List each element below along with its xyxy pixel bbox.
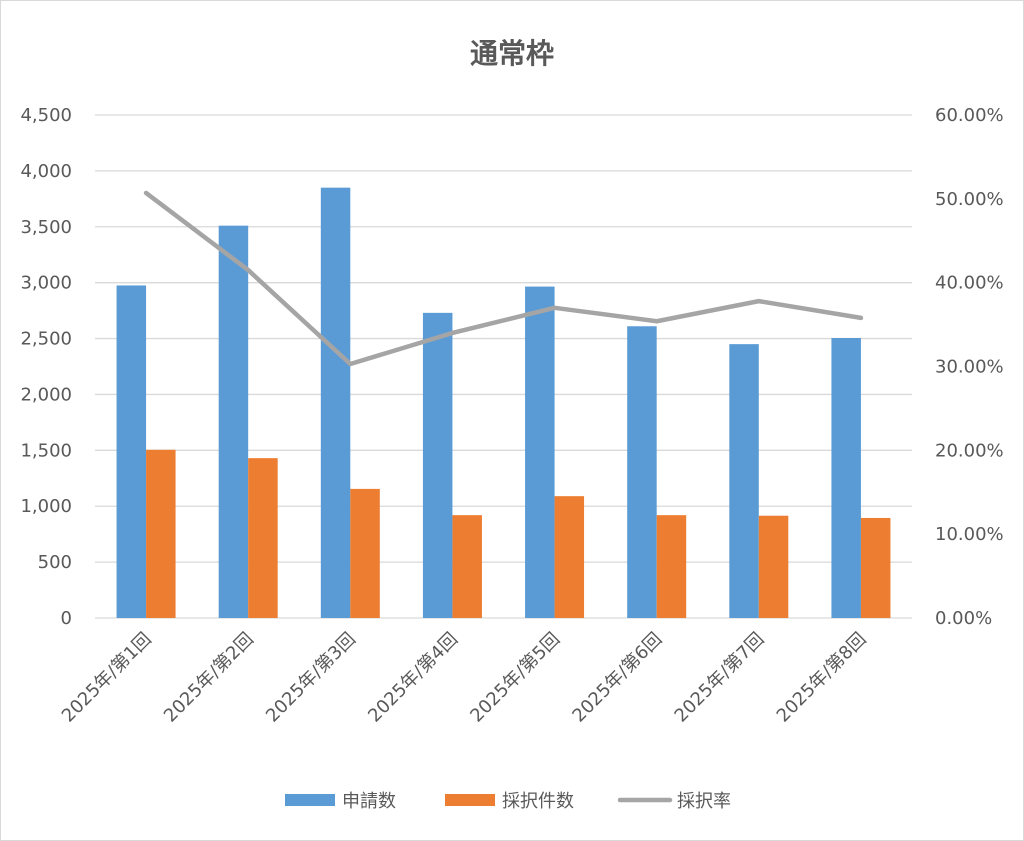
applications-bar [422, 312, 453, 618]
applications-bar [218, 225, 249, 618]
applications-bar [729, 344, 759, 618]
adoptions-bar [656, 515, 687, 618]
y-right-tick-label: 40.00% [935, 273, 1004, 294]
applications-bar [831, 337, 861, 618]
legend: 申請数 採択件数 採択率 [285, 791, 731, 812]
y-left-tick-label: 1,500 [20, 440, 72, 461]
y-right-tick-label: 10.00% [935, 524, 1004, 545]
legend-label-adoptions: 採択件数 [502, 791, 574, 812]
y-right-tick-label: 50.00% [935, 189, 1004, 210]
y-left-axis: 0 500 1,000 1,500 2,000 2,500 3,000 3,500 4,000 4… [20, 105, 72, 629]
chart-title: 通常枠 [470, 37, 554, 70]
y-right-axis: 0.00% 10.00% 20.00% 30.00% 40.00% 50.00% 60.00… [935, 105, 1004, 629]
applications-bar [525, 286, 555, 618]
bars [116, 187, 891, 618]
adoptions-bar [248, 458, 278, 618]
y-left-tick-label: 500 [38, 552, 72, 573]
y-left-tick-label: 3,000 [20, 273, 72, 294]
legend-swatch-applications [285, 794, 335, 806]
legend-swatch-adoptions [445, 794, 495, 806]
rate-line-layer [143, 190, 864, 367]
adoptions-bar [146, 449, 176, 618]
adoptions-bar [758, 515, 789, 618]
legend-item-adoption-rate: 採択率 [617, 791, 731, 812]
legend-label-adoption-rate: 採択率 [677, 791, 731, 812]
y-right-tick-label: 20.00% [935, 440, 1004, 461]
adoption-rate-line [143, 190, 864, 367]
adoptions-bar [452, 515, 482, 618]
adoptions-bar [860, 517, 891, 618]
y-left-tick-label: 0 [61, 608, 72, 629]
y-right-tick-label: 60.00% [935, 105, 1004, 126]
y-left-tick-label: 4,500 [20, 105, 72, 126]
y-left-tick-label: 1,000 [20, 496, 72, 517]
y-left-tick-label: 2,500 [20, 329, 72, 350]
applications-bar [116, 285, 147, 618]
y-right-tick-label: 0.00% [935, 608, 992, 629]
adoptions-bar [554, 496, 585, 618]
applications-bar [320, 187, 351, 618]
legend-item-adoptions: 採択件数 [445, 791, 574, 812]
y-left-tick-label: 3,500 [20, 217, 72, 238]
adoptions-bar [350, 488, 380, 618]
legend-item-applications: 申請数 [285, 791, 396, 812]
applications-bar [627, 326, 657, 618]
y-left-tick-label: 2,000 [20, 384, 72, 405]
y-right-tick-label: 30.00% [935, 357, 1004, 378]
y-left-tick-label: 4,000 [20, 161, 72, 182]
legend-label-applications: 申請数 [342, 791, 396, 812]
